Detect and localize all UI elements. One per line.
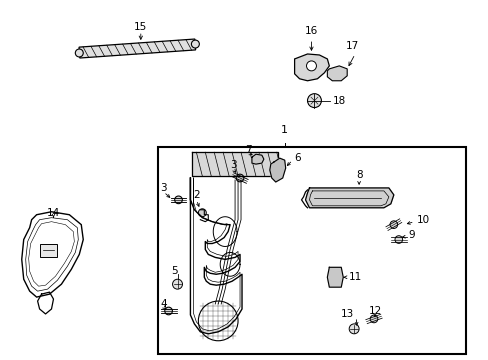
Text: 13: 13 [340,309,353,319]
Polygon shape [269,158,285,182]
Circle shape [333,269,337,273]
Bar [157,147,466,354]
Circle shape [236,174,244,182]
Circle shape [174,196,182,204]
Circle shape [306,61,316,71]
Polygon shape [326,267,343,287]
Polygon shape [294,54,328,81]
Polygon shape [251,154,264,164]
Text: 17: 17 [345,41,358,51]
Polygon shape [79,39,195,58]
Polygon shape [305,188,393,208]
Circle shape [75,49,83,57]
Text: 4: 4 [160,299,166,309]
Text: 7: 7 [244,145,251,155]
Circle shape [348,324,358,334]
Text: 16: 16 [304,26,318,36]
Text: 15: 15 [134,22,147,32]
Text: 3: 3 [229,160,236,170]
Text: 6: 6 [294,153,301,163]
Text: 3: 3 [160,183,166,193]
Circle shape [198,209,206,217]
Polygon shape [192,152,277,176]
Text: 9: 9 [408,230,414,239]
Circle shape [333,281,337,285]
Text: 14: 14 [47,208,60,218]
Circle shape [307,94,321,108]
Circle shape [333,273,337,277]
Text: 10: 10 [416,215,429,225]
Circle shape [389,221,397,229]
Text: 11: 11 [348,272,362,282]
Circle shape [164,307,172,315]
Text: 1: 1 [281,125,287,135]
Circle shape [394,236,402,243]
Bar [40,243,57,257]
Circle shape [172,279,182,289]
Text: 5: 5 [171,266,178,276]
Circle shape [333,277,337,281]
Circle shape [191,40,199,48]
Text: 2: 2 [193,190,199,200]
Polygon shape [326,66,346,81]
Text: 8: 8 [355,170,362,180]
Text: 18: 18 [332,96,345,105]
Circle shape [369,315,377,323]
Text: 12: 12 [367,306,381,316]
